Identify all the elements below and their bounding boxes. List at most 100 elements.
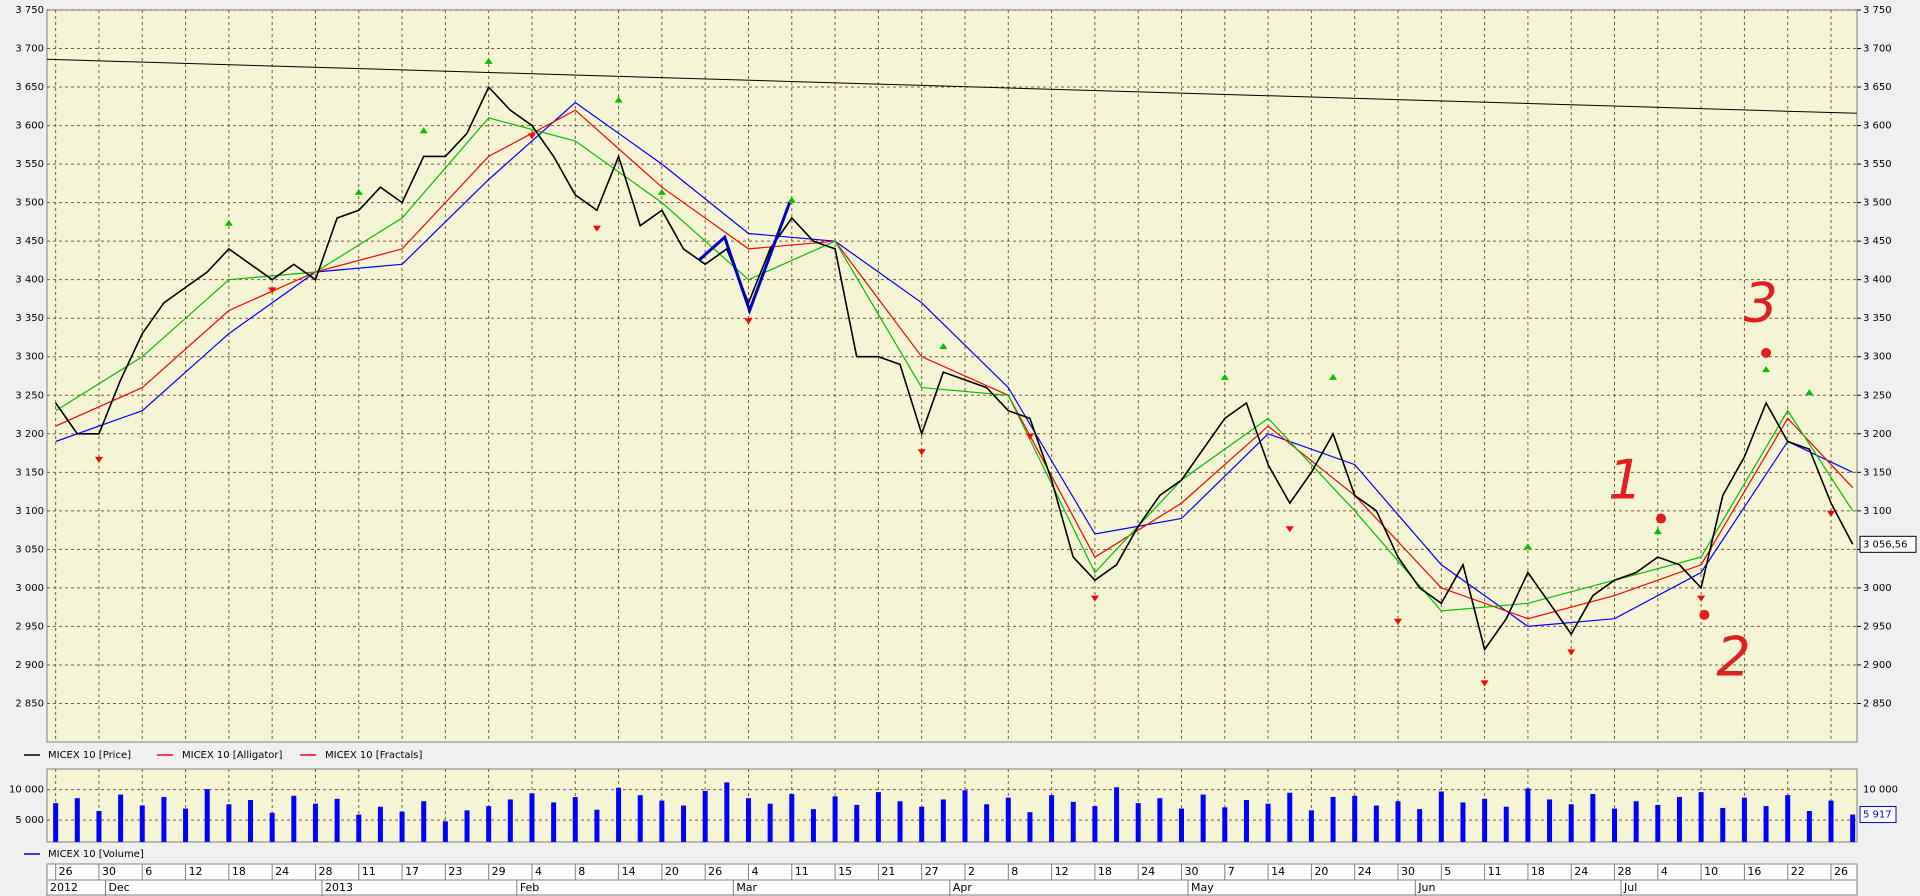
x-tick-label: 11 [795,865,809,878]
annotation-dot [1761,347,1772,358]
fractal-up [939,343,948,350]
volume-bar [118,794,124,842]
fractal-down [1090,595,1099,602]
volume-area [46,768,1858,843]
volume-bar [962,790,968,842]
volume-bar [399,811,405,842]
volume-bar [1850,814,1856,842]
volume-bar [637,795,643,842]
legend-label: MICEX 10 [Price] [48,750,131,761]
legend-label: MICEX 10 [Alligator] [182,750,283,761]
x-tick-label: 30 [1184,865,1198,878]
fractal-down [1697,595,1706,602]
volume-bar [616,787,622,842]
volume-bar [1222,807,1228,842]
y-tick-label-right: 2 900 [1863,660,1892,671]
volume-bar [1438,791,1444,842]
y-tick-label: 2 950 [15,621,44,632]
volume-bar [875,792,881,842]
month-label: Mar [736,881,757,894]
volume-bar [53,803,59,842]
y-tick-label: 3 250 [15,390,44,401]
volume-bar [1633,801,1639,842]
y-tick-label: 2 900 [15,660,44,671]
legend-label: MICEX 10 [Fractals] [325,750,423,761]
x-tick-label: 28 [318,865,332,878]
y-tick-label: 3 650 [15,82,44,93]
volume-tick-label: 10 000 [9,785,44,796]
volume-bar [1027,812,1033,842]
volume-bar [1525,788,1531,842]
volume-bar [507,799,513,842]
last-volume-box [1859,806,1897,824]
x-tick-label: 24 [1141,865,1155,878]
volume-bar [1070,801,1076,842]
y-tick-label-right: 3 600 [1863,121,1892,132]
x-tick-label: 30 [1401,865,1415,878]
volume-bar [572,796,578,842]
x-tick-label: 15 [838,865,852,878]
fractal-up [1805,389,1814,396]
volume-bar [1612,808,1618,842]
volume-bar [1157,798,1163,842]
x-tick-label: 12 [189,865,203,878]
volume-bar [1503,806,1509,842]
volume-bar [464,810,470,842]
fractal-down [592,225,601,232]
x-tick-label: 24 [275,865,289,878]
volume-bar [226,804,232,842]
volume-bar [269,812,275,842]
fractal-down [527,133,536,140]
price-line [55,85,1854,652]
alligator-line [55,117,1854,612]
volume-bar [745,798,751,842]
annotation-text: 3 [1743,271,1777,334]
y-tick-label-right: 2 950 [1863,621,1892,632]
x-tick-label: 24 [1574,865,1588,878]
y-tick-label-right: 3 250 [1863,390,1892,401]
volume-bar [377,806,383,842]
y-tick-label-right: 3 550 [1863,159,1892,170]
volume-bar [421,801,427,842]
month-label: May [1191,881,1214,894]
volume-bar [334,798,340,842]
volume-bar [681,805,687,842]
y-tick-label-right: 3 650 [1863,82,1892,93]
fractal-up [787,196,796,203]
x-tick-label: 23 [448,865,462,878]
volume-bar [1265,803,1271,842]
volume-bar [74,798,80,842]
x-tick-label: 18 [232,865,246,878]
month-label: Apr [953,881,973,894]
month-label: Jun [1417,881,1435,894]
month-label: Jul [1623,881,1637,894]
fractal-up [1329,373,1338,380]
volume-bar [1460,802,1466,842]
y-tick-label-right: 3 450 [1863,236,1892,247]
volume-bar [1395,801,1401,842]
x-tick-label: 7 [1228,865,1235,878]
volume-bar [1352,795,1358,842]
volume-bar [204,789,210,842]
volume-bar [789,793,795,842]
x-tick-label: 10 [1704,865,1718,878]
y-tick-label-right: 3 200 [1863,429,1892,440]
volume-tick-label: 5 000 [15,815,44,826]
fractal-up [614,96,623,103]
fractal-down [1827,510,1836,517]
volume-bar [312,803,318,842]
y-tick-label: 3 000 [15,583,44,594]
fractal-up [1762,366,1771,373]
month-label: 2012 [50,881,78,894]
volume-bar [854,804,860,842]
volume-bar [1243,800,1249,842]
y-tick-label: 2 850 [15,698,44,709]
x-tick-label: 21 [881,865,895,878]
y-tick-label: 3 750 [15,5,44,16]
volume-bar [183,808,189,842]
x-tick-label: 16 [1747,865,1761,878]
volume-bar [1114,787,1120,842]
volume-bar [1698,792,1704,842]
last-price-box [1859,535,1917,553]
fractal-down [1285,526,1294,533]
